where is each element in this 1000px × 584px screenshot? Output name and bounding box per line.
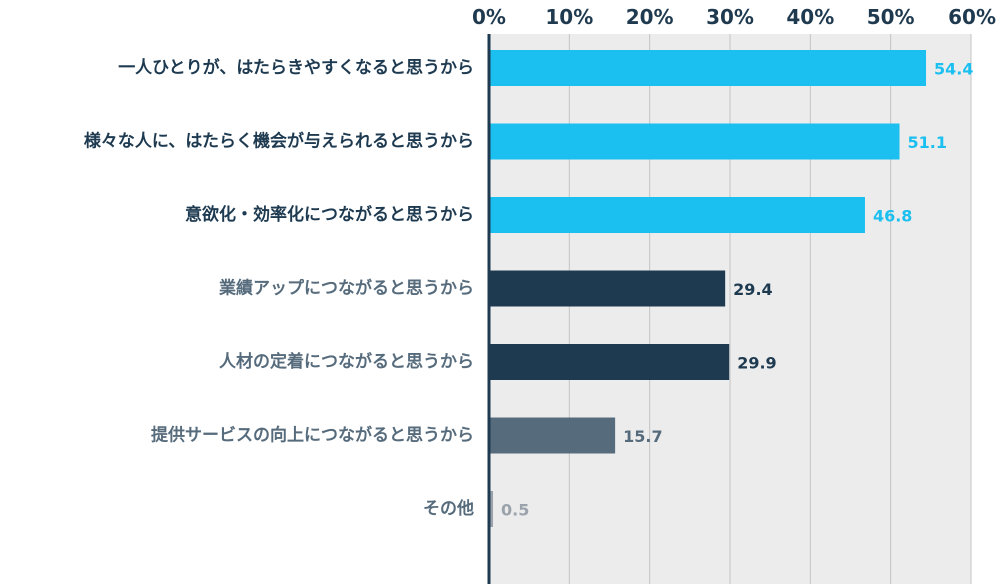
bar — [489, 270, 726, 307]
value-label: 29.9 — [737, 354, 776, 373]
category-label: 人材の定着につながると思うから — [219, 351, 474, 372]
bar — [489, 344, 730, 380]
category-label: 提供サービスの向上につながると思うから — [151, 425, 474, 446]
x-tick-label: 0% — [472, 5, 506, 29]
category-label: その他 — [423, 498, 474, 519]
bar — [489, 123, 900, 160]
bar — [489, 197, 865, 233]
value-label: 29.4 — [733, 280, 772, 299]
value-label: 51.1 — [908, 133, 947, 152]
value-label: 0.5 — [501, 501, 529, 520]
x-tick-label: 10% — [545, 5, 593, 29]
value-labels: 54.4 51.1 46.8 29.4 29.9 15.7 0.5 — [501, 60, 973, 520]
category-label: 一人ひとりが、はたらきやすくなると思うから — [118, 57, 474, 78]
value-label: 15.7 — [623, 427, 662, 446]
bar — [489, 417, 616, 454]
x-tick-label: 40% — [786, 5, 834, 29]
category-labels: 一人ひとりが、はたらきやすくなると思うから様々な人に、はたらく機会が与えられると… — [84, 57, 474, 519]
x-tick-label: 30% — [706, 5, 754, 29]
category-label: 意欲化・効率化につながると思うから — [185, 204, 474, 225]
category-label: 様々な人に、はたらく機会が与えられると思うから — [84, 131, 474, 152]
bar — [489, 50, 927, 86]
category-label: 業績アップにつながると思うから — [219, 278, 474, 299]
value-label: 54.4 — [934, 60, 973, 79]
bar — [489, 491, 494, 527]
x-tick-label: 60% — [948, 5, 996, 29]
value-label: 46.8 — [873, 207, 912, 226]
x-tick-label: 20% — [626, 5, 674, 29]
bars — [489, 50, 927, 527]
x-tick-label: 50% — [867, 5, 915, 29]
x-axis-tick-labels: 0% 10% 20% 30% 40% 50% 60% — [472, 5, 996, 29]
